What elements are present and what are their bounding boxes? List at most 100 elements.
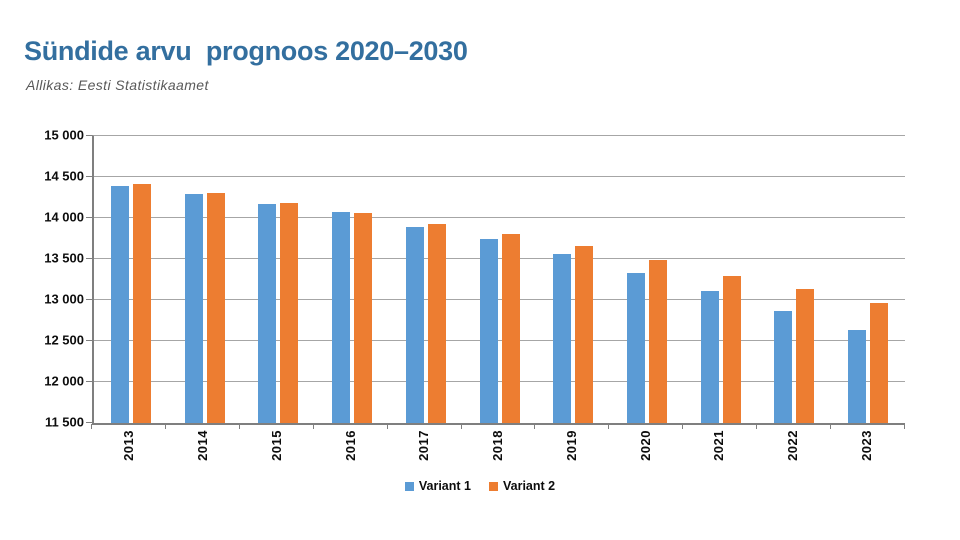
x-label-cell: 2020 bbox=[608, 430, 682, 480]
bar-variant1-2021 bbox=[700, 290, 719, 423]
x-label-cell: 2015 bbox=[239, 430, 313, 480]
bar-variant2-2013 bbox=[132, 183, 151, 423]
legend-swatch-icon bbox=[489, 481, 498, 491]
gridline bbox=[94, 258, 905, 259]
x-tick-mark bbox=[904, 424, 905, 429]
gridline bbox=[94, 176, 905, 177]
x-tick-label: 2021 bbox=[711, 430, 727, 461]
bar-variant2-2022 bbox=[796, 288, 815, 423]
y-tick-mark bbox=[86, 381, 92, 383]
bar-group-2019 bbox=[536, 136, 610, 423]
bar-variant2-2016 bbox=[354, 213, 373, 423]
legend-item-variant-2: Variant 2 bbox=[489, 479, 555, 493]
bar-variant2-2018 bbox=[501, 233, 520, 423]
x-label-cell: 2016 bbox=[313, 430, 387, 480]
x-tick-mark bbox=[312, 424, 314, 429]
y-tick-label: 15 000 bbox=[44, 127, 84, 143]
bar-variant1-2013 bbox=[110, 186, 129, 423]
y-tick-label: 13 500 bbox=[44, 250, 84, 266]
legend-item-variant-1: Variant 1 bbox=[404, 479, 471, 493]
x-label-cell: 2014 bbox=[166, 430, 240, 480]
bar-group-2022 bbox=[758, 136, 832, 423]
x-label-cell: 2013 bbox=[92, 430, 166, 480]
y-tick-mark bbox=[86, 258, 92, 260]
bar-group-2016 bbox=[315, 136, 389, 423]
x-tick-mark bbox=[830, 424, 832, 429]
legend-label: Variant 2 bbox=[503, 479, 556, 493]
bar-group-2015 bbox=[241, 136, 315, 423]
legend-label: Variant 1 bbox=[418, 479, 471, 493]
bar-variant2-2017 bbox=[427, 223, 446, 423]
bar-variant2-2020 bbox=[649, 259, 667, 423]
x-tick-label: 2022 bbox=[784, 430, 800, 461]
bar-variant1-2018 bbox=[479, 239, 498, 423]
x-tick-mark bbox=[386, 424, 388, 429]
bar-group-2018 bbox=[463, 136, 537, 423]
x-tick-mark bbox=[756, 424, 758, 429]
bar-variant2-2014 bbox=[206, 193, 225, 423]
y-tick-mark bbox=[86, 422, 92, 423]
y-axis-ticks bbox=[86, 135, 92, 423]
y-tick-mark bbox=[86, 176, 92, 177]
x-tick-label: 2015 bbox=[268, 430, 284, 461]
bar-variant1-2016 bbox=[332, 212, 351, 423]
bars bbox=[94, 136, 905, 423]
x-axis-labels: 2013 2014 2015 2016 2017 2018 2019 2020 2021 2022… bbox=[92, 430, 903, 480]
y-axis-labels: 15 000 14 500 14 000 13 500 13 000 12 500 12 0… bbox=[0, 128, 84, 430]
bar-group-2021 bbox=[684, 136, 758, 423]
x-label-cell: 2019 bbox=[534, 430, 608, 480]
y-tick-label: 13 000 bbox=[44, 291, 84, 307]
y-tick-label: 14 000 bbox=[44, 209, 84, 225]
x-tick-label: 2023 bbox=[858, 430, 874, 461]
x-label-cell: 2017 bbox=[387, 430, 461, 480]
bar-variant1-2022 bbox=[774, 310, 793, 423]
bar-variant1-2020 bbox=[627, 272, 645, 423]
bar-variant2-2021 bbox=[722, 276, 741, 423]
bar-variant1-2019 bbox=[553, 254, 572, 423]
bar-variant1-2015 bbox=[258, 204, 277, 423]
x-tick-mark bbox=[460, 424, 462, 429]
bar-group-2017 bbox=[389, 136, 463, 423]
y-tick-mark bbox=[86, 217, 92, 218]
y-tick-label: 12 000 bbox=[44, 373, 84, 389]
x-tick-label: 2020 bbox=[637, 430, 653, 461]
y-tick-label: 11 500 bbox=[44, 414, 84, 430]
bar-variant2-2015 bbox=[280, 203, 299, 423]
x-tick-mark bbox=[682, 424, 684, 429]
bar-variant2-2023 bbox=[870, 303, 889, 423]
x-tick-mark bbox=[238, 424, 240, 429]
bar-variant1-2023 bbox=[848, 330, 867, 423]
bar-group-2023 bbox=[831, 136, 905, 423]
x-axis-ticks bbox=[91, 424, 905, 429]
x-tick-label: 2017 bbox=[416, 430, 432, 461]
bar-group-2020 bbox=[610, 136, 684, 423]
gridline bbox=[94, 217, 905, 218]
legend-swatch-icon bbox=[404, 481, 414, 491]
gridline bbox=[94, 340, 905, 341]
gridline bbox=[94, 381, 905, 382]
bar-variant2-2019 bbox=[575, 245, 594, 423]
x-tick-mark bbox=[91, 424, 92, 429]
x-label-cell: 2023 bbox=[829, 430, 903, 480]
y-tick-label: 12 500 bbox=[44, 332, 84, 348]
y-tick-mark bbox=[86, 299, 92, 300]
x-tick-mark bbox=[164, 424, 166, 429]
y-tick-label: 14 500 bbox=[44, 168, 84, 184]
legend: Variant 1 Variant 2 bbox=[0, 479, 960, 493]
x-label-cell: 2018 bbox=[461, 430, 535, 480]
x-tick-label: 2014 bbox=[195, 430, 211, 461]
x-tick-label: 2016 bbox=[342, 430, 358, 461]
chart-source: Allikas: Eesti Statistikaamet bbox=[26, 77, 209, 93]
bar-variant1-2017 bbox=[405, 227, 424, 423]
bar-group-2013 bbox=[94, 136, 168, 423]
x-label-cell: 2022 bbox=[756, 430, 830, 480]
x-tick-label: 2018 bbox=[490, 430, 506, 461]
bar-variant1-2014 bbox=[184, 194, 203, 423]
x-tick-mark bbox=[608, 424, 610, 429]
y-tick-mark bbox=[86, 340, 92, 342]
x-tick-mark bbox=[534, 424, 536, 429]
chart-title: Sündide arvu prognoos 2020–2030 bbox=[24, 36, 468, 66]
bar-group-2014 bbox=[168, 136, 242, 423]
x-label-cell: 2021 bbox=[682, 430, 756, 480]
